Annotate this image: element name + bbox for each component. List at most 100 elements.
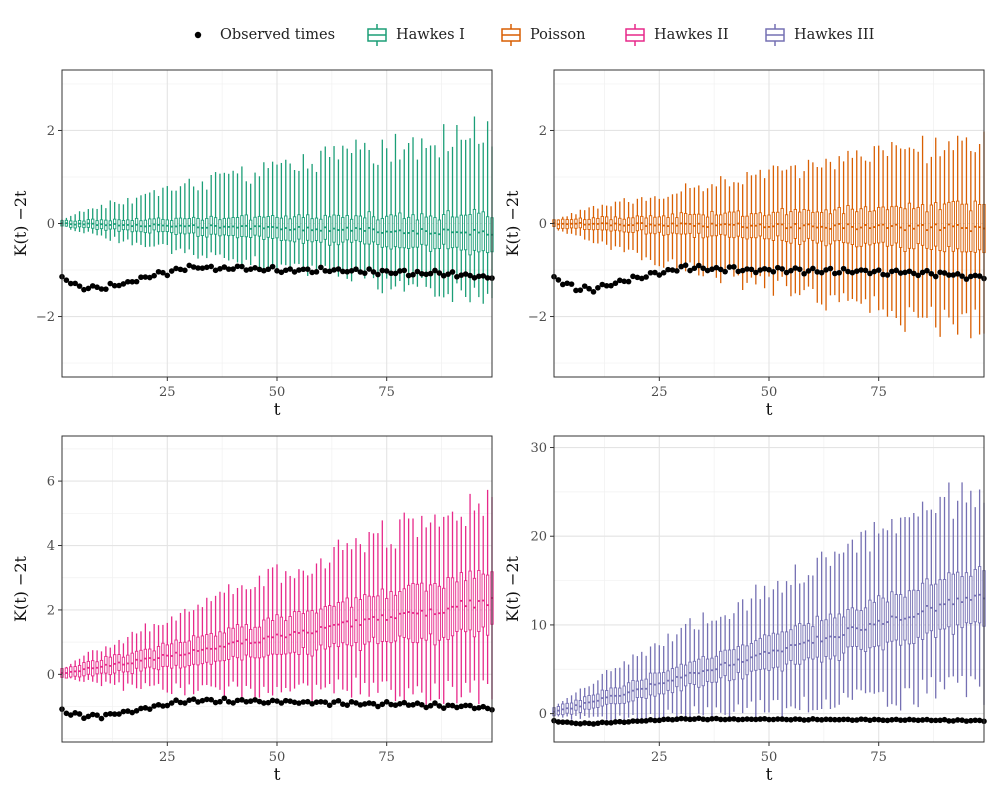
observed-point [959, 273, 965, 279]
panel-hawkes-iii: 0 10 20 30 25 50 75 t K(t) −2t [503, 435, 987, 785]
box-t61 [815, 167, 819, 303]
observed-point [612, 280, 619, 287]
box-t40 [723, 615, 727, 715]
observed-point [116, 282, 122, 289]
observed-point [757, 267, 764, 273]
box-t41 [727, 186, 732, 268]
box-t29 [183, 183, 187, 254]
box-t12 [600, 673, 604, 717]
observed-point [788, 267, 794, 274]
box-t47 [262, 162, 266, 270]
observed-point [691, 716, 698, 722]
box-t76 [881, 528, 885, 692]
box-t30 [679, 191, 683, 267]
box-t82 [907, 147, 912, 308]
box-t89 [446, 151, 450, 295]
observed-point [142, 705, 149, 711]
box-t26 [662, 646, 666, 721]
box-t72 [863, 530, 868, 694]
observed-point [744, 716, 750, 722]
observed-point [76, 711, 83, 717]
observed-point [801, 270, 807, 277]
y-tick-label: 20 [530, 530, 547, 545]
box-t91 [455, 125, 459, 284]
observed-point [142, 274, 149, 280]
y-tick-label: 30 [530, 441, 547, 456]
box-t67 [349, 549, 354, 698]
box-t93 [464, 139, 468, 298]
box-t82 [907, 517, 912, 689]
box-t26 [170, 616, 174, 695]
box-t20 [635, 198, 640, 253]
box-t79 [894, 533, 898, 706]
observed-point [621, 278, 628, 285]
box-t87 [437, 526, 441, 700]
box-t92 [459, 516, 463, 698]
box-t40 [231, 170, 235, 260]
box-t56 [301, 570, 305, 684]
observed-point [427, 270, 434, 277]
observed-point [63, 277, 70, 283]
observed-point [247, 266, 254, 272]
box-t98 [485, 489, 490, 685]
observed-point [744, 266, 750, 272]
legend-key-icon [625, 24, 645, 46]
observed-point [968, 273, 974, 280]
observed-point [160, 703, 166, 709]
observed-point [138, 705, 144, 712]
observed-point [375, 703, 381, 710]
observed-point [234, 697, 241, 704]
observed-point [832, 270, 838, 277]
box-t80 [898, 517, 903, 711]
box-t69 [850, 539, 855, 700]
y-tick-label: 2 [47, 603, 55, 618]
observed-point [910, 717, 917, 723]
observed-point [146, 706, 153, 712]
box-t72 [371, 163, 376, 279]
observed-point [85, 713, 92, 720]
observed-point [173, 265, 179, 272]
observed-point [726, 264, 733, 270]
box-t34 [697, 629, 701, 714]
box-t65 [341, 145, 345, 272]
box-t46 [257, 176, 262, 268]
observed-point [357, 269, 364, 275]
observed-point [810, 716, 816, 722]
observed-point [282, 267, 289, 274]
observed-point [230, 700, 236, 706]
observed-point [357, 702, 364, 708]
observed-point [884, 717, 891, 724]
observed-point [151, 703, 157, 709]
box-t82 [415, 537, 420, 687]
box-t54 [784, 581, 789, 709]
observed-point [652, 717, 658, 724]
box-t96 [969, 151, 973, 339]
box-t26 [170, 190, 174, 254]
x-tick-label: 25 [651, 385, 668, 400]
observed-point [840, 265, 847, 272]
box-t31 [191, 186, 196, 256]
box-t94 [960, 140, 964, 315]
observed-point [858, 267, 864, 273]
observed-point [932, 717, 939, 724]
box-t83 [420, 515, 424, 693]
box-t98 [977, 144, 982, 335]
box-t92 [951, 150, 955, 325]
observed-point [203, 696, 210, 703]
y-axis-title: K(t) −2t [11, 190, 30, 257]
observed-point [897, 270, 904, 276]
box-t16 [126, 636, 130, 684]
observed-point [274, 268, 280, 274]
box-t63 [332, 547, 336, 694]
box-t31 [191, 610, 196, 695]
box-t76 [389, 544, 393, 690]
box-t32 [688, 188, 692, 263]
legend-item-hawkes-i: Hawkes I [364, 18, 465, 52]
box-t13 [113, 202, 117, 237]
observed-point [125, 708, 131, 714]
box-t25 [657, 198, 661, 267]
observed-point [72, 710, 78, 716]
observed-point [225, 698, 232, 705]
observed-point [590, 721, 597, 727]
box-t63 [332, 146, 336, 271]
